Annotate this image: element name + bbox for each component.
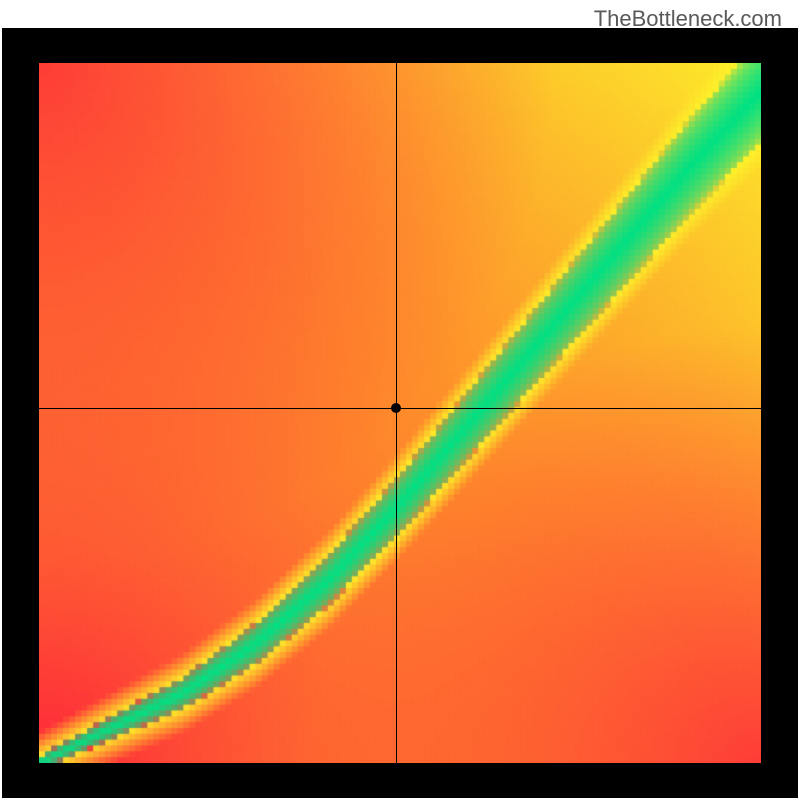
outer-frame [2,28,798,798]
plot-area [39,63,761,763]
watermark-text: TheBottleneck.com [594,6,782,32]
chart-container: TheBottleneck.com [0,0,800,800]
data-point [391,403,401,413]
heatmap-canvas [39,63,761,763]
